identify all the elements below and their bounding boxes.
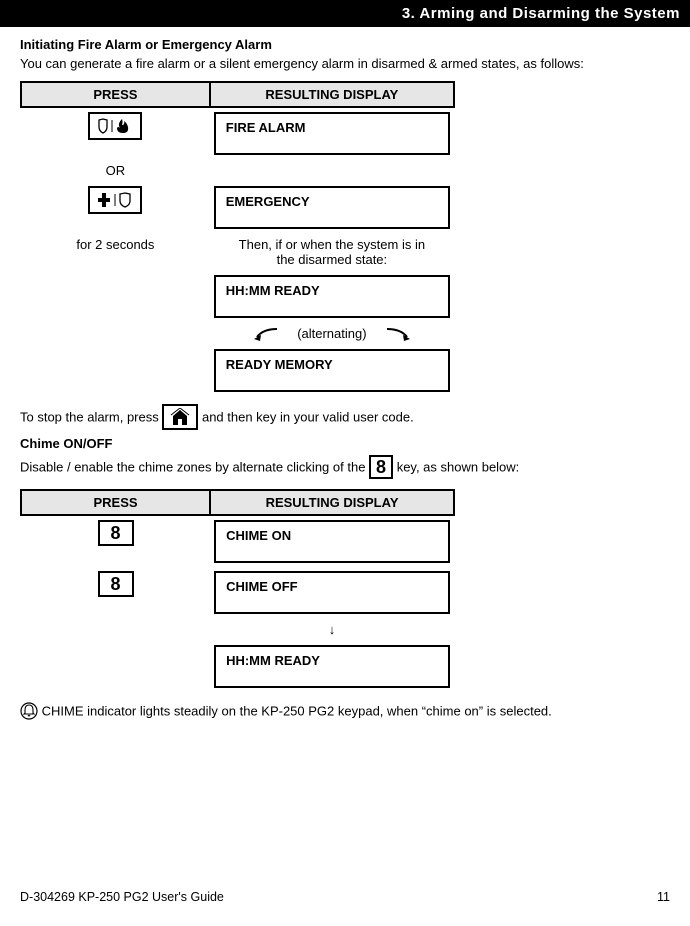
th-press-2: PRESS: [21, 490, 210, 515]
display-ready-memory: READY MEMORY: [214, 349, 450, 392]
key-8-button-2: 8: [98, 571, 134, 597]
display-emergency: EMERGENCY: [214, 186, 450, 229]
for-2-seconds: for 2 seconds: [21, 233, 210, 271]
key-8-inline-icon: 8: [369, 455, 393, 479]
table-fire: PRESS RESULTING DISPLAY FIRE ALARM OR: [20, 81, 455, 396]
stop-alarm-text: To stop the alarm, press and then key in…: [20, 404, 670, 430]
section-title-chime: Chime ON/OFF: [20, 436, 670, 451]
disarm-home-button-icon: [162, 404, 198, 430]
stop-text-before: To stop the alarm, press: [20, 410, 162, 425]
page-header: 3. Arming and Disarming the System: [0, 0, 690, 27]
curve-left-icon: [253, 327, 279, 341]
bell-icon: [20, 702, 38, 720]
chime-indicator-note: CHIME indicator lights steadily on the K…: [20, 702, 670, 720]
curve-right-icon: [385, 327, 411, 341]
display-chime-off: CHIME OFF: [214, 571, 450, 614]
display-chime-on: CHIME ON: [214, 520, 450, 563]
display-chime-ready: HH:MM READY: [214, 645, 450, 688]
stop-text-after: and then key in your valid user code.: [202, 410, 414, 425]
th-press: PRESS: [21, 82, 210, 107]
table-chime: PRESS RESULTING DISPLAY 8 CHIME ON 8 CHI…: [20, 489, 455, 692]
section-title-fire: Initiating Fire Alarm or Emergency Alarm: [20, 37, 670, 52]
chime-intro-before: Disable / enable the chime zones by alte…: [20, 460, 369, 475]
section-intro-fire: You can generate a fire alarm or a silen…: [20, 56, 670, 71]
then-text-2: the disarmed state:: [214, 252, 450, 267]
th-display-2: RESULTING DISPLAY: [210, 490, 454, 515]
chime-note-text: CHIME indicator lights steadily on the K…: [42, 704, 552, 719]
then-text-1: Then, if or when the system is in: [214, 237, 450, 252]
or-label: OR: [21, 159, 210, 182]
key-8-button-1: 8: [98, 520, 134, 546]
footer-page-number: 11: [657, 890, 670, 904]
display-fire-alarm: FIRE ALARM: [214, 112, 450, 155]
th-display: RESULTING DISPLAY: [210, 82, 454, 107]
fire-button-icon: [88, 112, 142, 140]
chime-intro-after: key, as shown below:: [397, 460, 520, 475]
display-ready: HH:MM READY: [214, 275, 450, 318]
footer-guide: D-304269 KP-250 PG2 User's Guide: [20, 890, 224, 904]
alternating-label: (alternating): [297, 326, 366, 341]
page-footer: D-304269 KP-250 PG2 User's Guide 11: [20, 890, 670, 904]
emergency-button-icon: [88, 186, 142, 214]
section-intro-chime: Disable / enable the chime zones by alte…: [20, 455, 670, 479]
alternating-row: (alternating): [214, 326, 450, 341]
down-arrow: ↓: [210, 618, 454, 641]
